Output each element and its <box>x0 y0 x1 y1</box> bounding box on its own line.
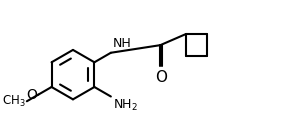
Text: O: O <box>155 70 167 85</box>
Text: CH$_3$: CH$_3$ <box>2 94 26 109</box>
Text: NH: NH <box>113 37 131 50</box>
Text: O: O <box>27 88 38 102</box>
Text: NH$_2$: NH$_2$ <box>113 98 138 113</box>
